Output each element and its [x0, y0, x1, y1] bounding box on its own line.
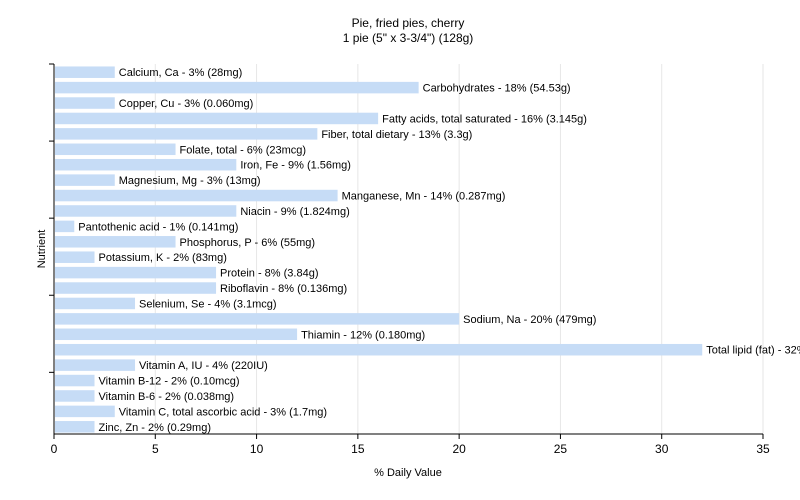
- bar-label: Manganese, Mn - 14% (0.287mg): [342, 191, 506, 203]
- bar-label: Calcium, Ca - 3% (28mg): [119, 67, 242, 79]
- chart-subtitle: 1 pie (5" x 3-3/4") (128g): [342, 31, 474, 45]
- bar: [55, 128, 318, 140]
- bar: [55, 189, 338, 202]
- bar: [55, 374, 95, 387]
- bar: [55, 297, 136, 310]
- bar: [55, 343, 703, 356]
- bar-label: Vitamin B-6 - 2% (0.038mg): [99, 391, 235, 403]
- bar-labels: Calcium, Ca - 3% (28mg) Carbohydrates - 1…: [78, 67, 800, 434]
- bar-label: Protein - 8% (3.84g): [220, 268, 318, 280]
- bar-label: Thiamin - 12% (0.180mg): [301, 329, 425, 341]
- x-tick-label: 25: [554, 442, 568, 456]
- bar-label: Copper, Cu - 3% (0.060mg): [119, 98, 254, 110]
- bar: [55, 81, 419, 94]
- bar: [55, 205, 237, 217]
- bar: [55, 66, 115, 78]
- bar-label: Vitamin B-12 - 2% (0.10mcg): [99, 376, 240, 388]
- bar-label: Magnesium, Mg - 3% (13mg): [119, 175, 261, 187]
- x-tick-label: 5: [152, 442, 159, 456]
- bar: [55, 266, 217, 279]
- x-tick-label: 30: [655, 442, 669, 456]
- bar-label: Vitamin C, total ascorbic acid - 3% (1.7…: [119, 406, 327, 418]
- bar-label: Riboflavin - 8% (0.136mg): [220, 283, 347, 295]
- x-tick-label: 10: [250, 442, 264, 456]
- bar: [55, 313, 460, 325]
- x-tick-label: 35: [756, 442, 770, 456]
- bars: [55, 66, 703, 433]
- bar: [55, 390, 95, 402]
- bar: [55, 251, 95, 263]
- axes: [49, 63, 763, 435]
- bar: [55, 97, 115, 109]
- bar-label: Total lipid (fat) - 32% (20.61g): [706, 345, 800, 357]
- bar: [55, 328, 298, 341]
- y-axis-title: Nutrient: [36, 230, 48, 269]
- x-tick-label: 0: [51, 442, 58, 456]
- bar: [55, 174, 115, 186]
- bar-label: Pantothenic acid - 1% (0.141mg): [78, 221, 238, 233]
- bar-label: Potassium, K - 2% (83mg): [99, 252, 227, 264]
- bar-label: Niacin - 9% (1.824mg): [240, 206, 349, 218]
- x-tick-label: 20: [452, 442, 466, 456]
- bar-label: Fiber, total dietary - 13% (3.3g): [321, 129, 472, 141]
- bar-label: Phosphorus, P - 6% (55mg): [180, 237, 316, 249]
- bar-label: Zinc, Zn - 2% (0.29mg): [99, 422, 211, 434]
- chart-title-block: Pie, fried pies, cherry 1 pie (5" x 3-3/…: [0, 16, 800, 46]
- bar-label: Vitamin A, IU - 4% (220IU): [139, 360, 268, 372]
- grid-lines: [154, 64, 764, 434]
- x-tick-label: 15: [351, 442, 365, 456]
- bar-label: Fatty acids, total saturated - 16% (3.14…: [382, 113, 587, 125]
- bar: [55, 282, 217, 294]
- x-axis-ticks: 0 5 10 15 20 25 30 35: [51, 434, 770, 456]
- bar: [55, 112, 379, 125]
- bar: [55, 220, 75, 233]
- bar-label: Iron, Fe - 9% (1.56mg): [240, 160, 351, 172]
- bar: [55, 421, 95, 433]
- bar: [55, 158, 237, 171]
- bar-label: Carbohydrates - 18% (54.53g): [423, 83, 571, 95]
- bar: [55, 236, 176, 248]
- x-axis-title: % Daily Value: [374, 467, 442, 479]
- bar: [55, 143, 176, 156]
- bar: [55, 405, 115, 418]
- bar: [55, 359, 136, 371]
- chart-title: Pie, fried pies, cherry: [351, 16, 465, 30]
- bar-label: Folate, total - 6% (23mcg): [180, 144, 307, 156]
- bar-label: Sodium, Na - 20% (479mg): [463, 314, 596, 326]
- bar-label: Selenium, Se - 4% (3.1mcg): [139, 298, 277, 310]
